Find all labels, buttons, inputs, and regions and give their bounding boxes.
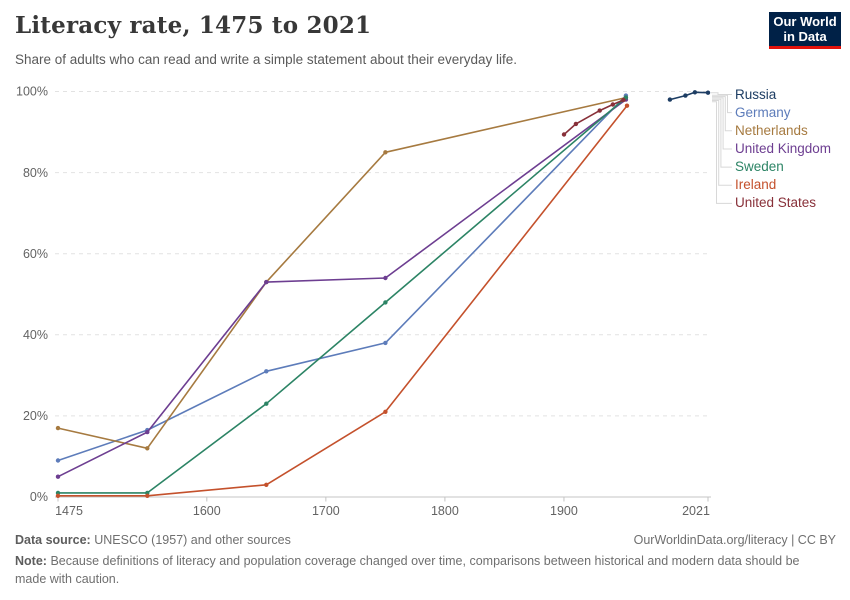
legend-item-russia[interactable]: Russia [735, 86, 777, 102]
x-tick-label: 1600 [193, 504, 221, 518]
chart-subtitle: Share of adults who can read and write a… [15, 52, 518, 67]
y-tick-label: 20% [23, 409, 48, 423]
chart-footer: Data source: UNESCO (1957) and other sou… [15, 531, 836, 588]
legend-item-united-kingdom[interactable]: United Kingdom [735, 140, 832, 156]
data-source-label: Data source: [15, 533, 91, 547]
series-line-ireland[interactable] [57, 104, 628, 497]
series-line-germany[interactable] [57, 94, 627, 462]
x-tick-label: 1800 [431, 504, 459, 518]
legend-connector [712, 101, 732, 204]
legend-item-sweden[interactable]: Sweden [735, 159, 784, 175]
owid-logo-line1: Our World [773, 14, 837, 29]
legend-connector [712, 100, 732, 186]
legend-item-ireland[interactable]: Ireland [735, 177, 777, 193]
y-tick-label: 0% [30, 490, 48, 504]
owid-citation-link[interactable]: OurWorldinData.org/literacy | CC BY [633, 533, 836, 547]
y-tick-label: 100% [16, 85, 48, 99]
y-tick-label: 40% [23, 328, 48, 342]
chart-note: Note: Because definitions of literacy an… [15, 552, 815, 588]
series-line-netherlands[interactable] [57, 96, 627, 450]
legend-item-united-states[interactable]: United States [735, 195, 817, 211]
legend-connector [712, 98, 732, 168]
x-tick-label: 1900 [550, 504, 578, 518]
legend-item-netherlands[interactable]: Netherlands [735, 122, 808, 138]
y-tick-label: 60% [23, 247, 48, 261]
x-tick-label: 1700 [312, 504, 340, 518]
owid-logo: Our World in Data [769, 12, 841, 49]
owid-logo-line2: in Data [783, 29, 827, 44]
legend-connector [712, 94, 732, 114]
legend-connector [711, 92, 732, 95]
x-tick-label: 1475 [55, 504, 83, 518]
x-tick-label: 2021 [682, 504, 710, 518]
note-text: Because definitions of literacy and popu… [15, 554, 800, 587]
page-title: Literacy rate, 1475 to 2021 [15, 12, 372, 39]
note-label: Note: [15, 554, 47, 569]
series-line-united-kingdom[interactable] [57, 98, 627, 478]
series-line-russia[interactable] [669, 91, 709, 101]
data-source-line: Data source: UNESCO (1957) and other sou… [15, 531, 291, 549]
y-tick-label: 80% [23, 166, 48, 180]
legend-item-germany[interactable]: Germany [735, 104, 791, 120]
data-source-text: UNESCO (1957) and other sources [94, 533, 291, 547]
legend-connector [712, 96, 732, 132]
legend-connector [712, 97, 732, 150]
